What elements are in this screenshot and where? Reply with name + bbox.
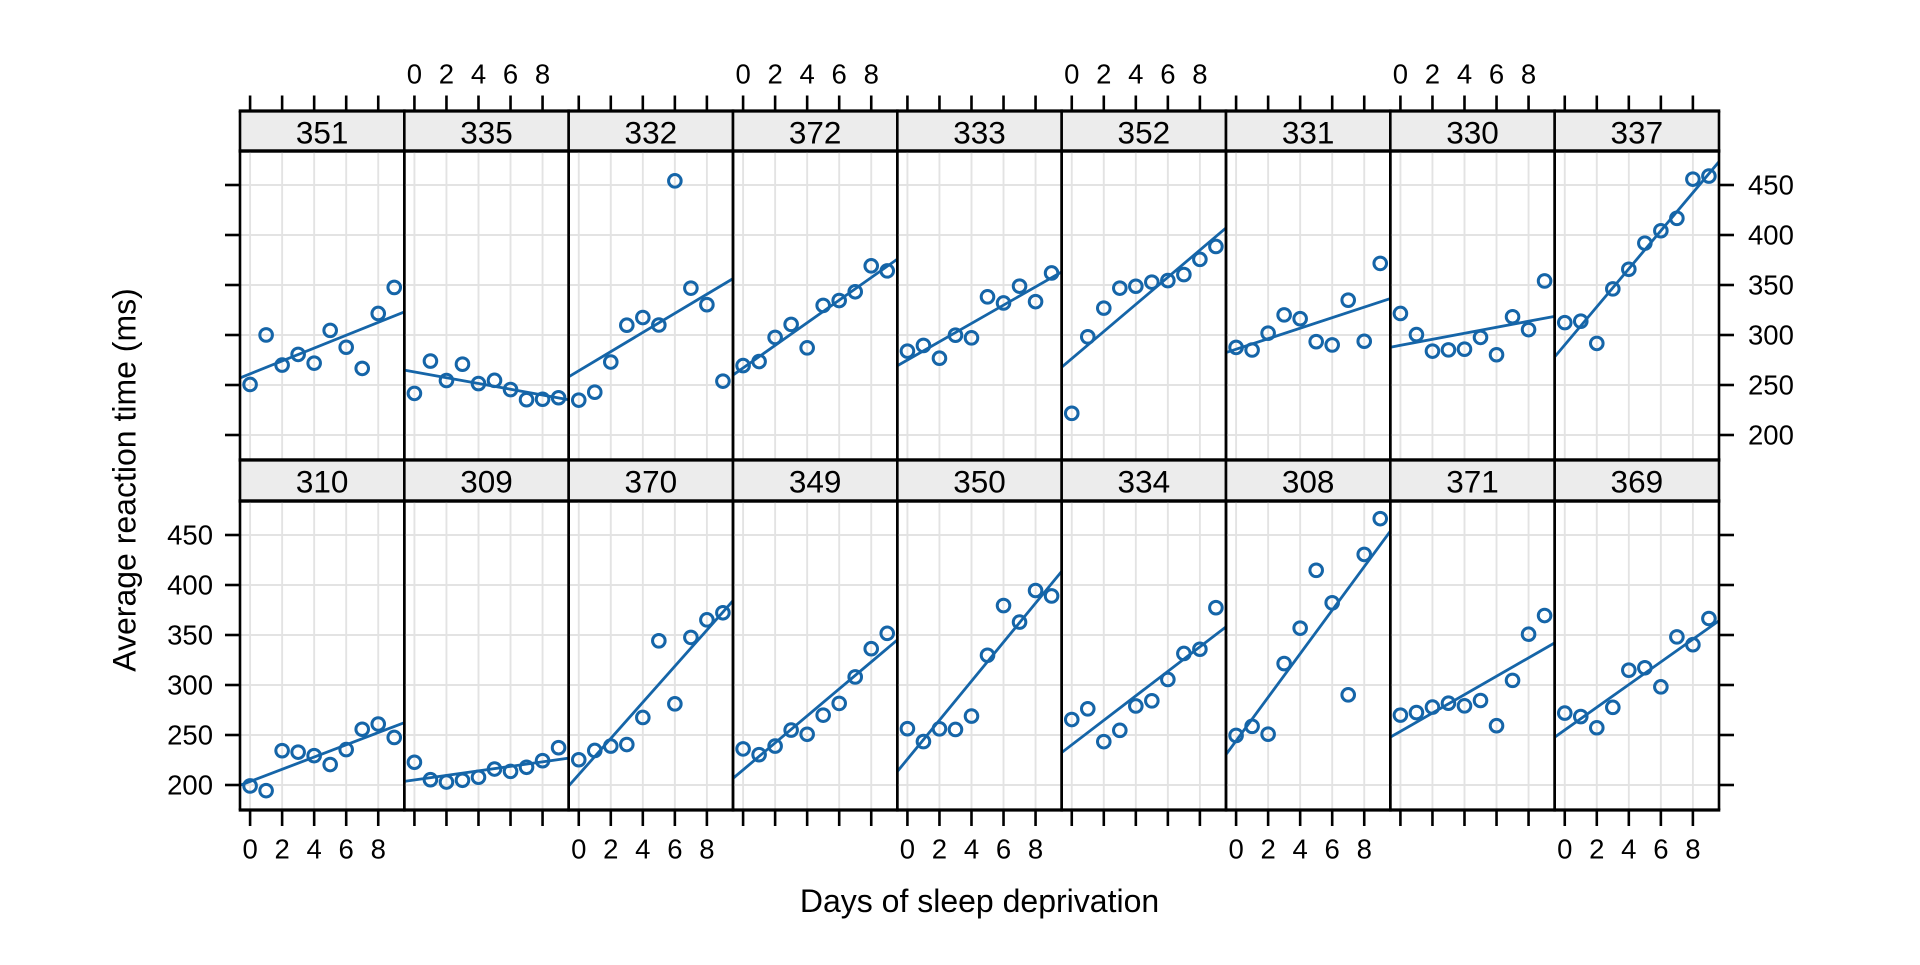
svg-text:349: 349 (789, 464, 842, 500)
svg-text:330: 330 (1446, 115, 1499, 151)
svg-text:450: 450 (167, 520, 213, 551)
svg-text:8: 8 (371, 834, 386, 865)
svg-text:350: 350 (1748, 270, 1794, 301)
svg-text:352: 352 (1118, 115, 1171, 151)
svg-text:308: 308 (1282, 464, 1335, 500)
svg-text:333: 333 (953, 115, 1006, 151)
svg-text:0: 0 (571, 834, 586, 865)
svg-text:4: 4 (800, 59, 815, 90)
svg-text:Average reaction time (ms): Average reaction time (ms) (106, 288, 142, 672)
svg-text:200: 200 (1748, 420, 1794, 451)
svg-text:350: 350 (167, 620, 213, 651)
svg-text:0: 0 (242, 834, 257, 865)
svg-text:0: 0 (1557, 834, 1572, 865)
svg-text:8: 8 (1028, 834, 1043, 865)
svg-text:2: 2 (1260, 834, 1275, 865)
svg-text:8: 8 (535, 59, 550, 90)
svg-text:250: 250 (167, 720, 213, 751)
svg-text:369: 369 (1611, 464, 1664, 500)
svg-text:8: 8 (699, 834, 714, 865)
svg-text:250: 250 (1748, 370, 1794, 401)
svg-text:372: 372 (789, 115, 842, 151)
svg-text:2: 2 (274, 834, 289, 865)
svg-text:2: 2 (932, 834, 947, 865)
svg-text:335: 335 (460, 115, 513, 151)
svg-text:2: 2 (1096, 59, 1111, 90)
svg-text:332: 332 (625, 115, 678, 151)
svg-text:370: 370 (625, 464, 678, 500)
svg-text:0: 0 (735, 59, 750, 90)
svg-text:4: 4 (1621, 834, 1636, 865)
svg-text:8: 8 (1521, 59, 1536, 90)
svg-text:6: 6 (832, 59, 847, 90)
svg-text:4: 4 (1128, 59, 1143, 90)
svg-text:6: 6 (1325, 834, 1340, 865)
svg-text:6: 6 (1653, 834, 1668, 865)
svg-text:4: 4 (1293, 834, 1308, 865)
svg-text:200: 200 (167, 770, 213, 801)
svg-text:8: 8 (1357, 834, 1372, 865)
svg-text:337: 337 (1611, 115, 1664, 151)
svg-text:0: 0 (1393, 59, 1408, 90)
svg-text:0: 0 (1228, 834, 1243, 865)
svg-text:4: 4 (964, 834, 979, 865)
svg-text:4: 4 (1457, 59, 1472, 90)
svg-text:300: 300 (167, 670, 213, 701)
svg-text:2: 2 (439, 59, 454, 90)
svg-text:Days of sleep deprivation: Days of sleep deprivation (800, 883, 1159, 919)
svg-text:351: 351 (296, 115, 349, 151)
svg-text:0: 0 (407, 59, 422, 90)
svg-text:8: 8 (1192, 59, 1207, 90)
svg-text:350: 350 (953, 464, 1006, 500)
svg-text:400: 400 (1748, 220, 1794, 251)
svg-text:2: 2 (1589, 834, 1604, 865)
svg-text:400: 400 (167, 570, 213, 601)
svg-text:6: 6 (503, 59, 518, 90)
svg-text:334: 334 (1118, 464, 1171, 500)
svg-text:6: 6 (1489, 59, 1504, 90)
svg-text:0: 0 (900, 834, 915, 865)
svg-text:6: 6 (339, 834, 354, 865)
svg-text:4: 4 (471, 59, 486, 90)
svg-text:4: 4 (307, 834, 322, 865)
svg-text:371: 371 (1446, 464, 1499, 500)
svg-text:4: 4 (635, 834, 650, 865)
svg-text:8: 8 (864, 59, 879, 90)
svg-text:0: 0 (1064, 59, 1079, 90)
svg-text:6: 6 (1160, 59, 1175, 90)
svg-text:450: 450 (1748, 170, 1794, 201)
svg-text:309: 309 (460, 464, 513, 500)
svg-text:310: 310 (296, 464, 349, 500)
svg-text:6: 6 (667, 834, 682, 865)
svg-text:2: 2 (767, 59, 782, 90)
svg-text:6: 6 (996, 834, 1011, 865)
svg-text:2: 2 (1425, 59, 1440, 90)
svg-text:331: 331 (1282, 115, 1335, 151)
svg-text:8: 8 (1685, 834, 1700, 865)
svg-text:300: 300 (1748, 320, 1794, 351)
svg-text:2: 2 (603, 834, 618, 865)
